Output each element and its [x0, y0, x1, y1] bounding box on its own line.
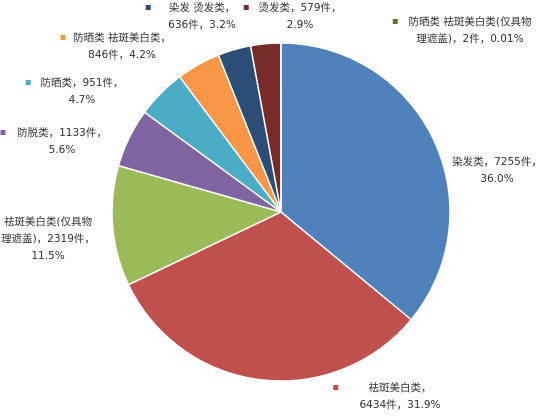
data-label: 防晒类，951件， [40, 76, 123, 89]
pie-slice [111, 164, 284, 286]
data-label: 5.6% [49, 144, 76, 156]
label-marker [145, 5, 151, 10]
data-label: 2.9% [287, 19, 314, 31]
label-marker [333, 385, 339, 390]
label-marker [60, 35, 66, 40]
data-label: 祛斑美白类(仅具物 [4, 215, 92, 228]
data-label: 4.7% [69, 94, 96, 106]
data-label: 36.0% [480, 173, 513, 185]
data-label: 6434件，31.9% [359, 399, 440, 411]
data-label: 11.5% [31, 250, 64, 262]
pie-slice [280, 42, 451, 321]
data-label: 理遮盖)，2件，0.01% [416, 32, 523, 45]
label-marker [392, 19, 398, 24]
pie-slice [127, 211, 413, 382]
label-marker [435, 159, 441, 164]
data-label: 防晒类 祛斑美白类(仅具物 [409, 15, 532, 28]
data-label: 846件，4.2% [88, 49, 156, 61]
data-label: 理遮盖)，2319件， [1, 232, 95, 245]
data-label: 祛斑美白类， [369, 381, 432, 394]
label-marker [0, 130, 6, 135]
data-label: 防晒类 祛斑美白类， [73, 31, 171, 44]
label-marker [243, 5, 249, 10]
data-label: 636件，3.2% [168, 19, 236, 31]
data-label: 染发类，7255件， [452, 155, 542, 168]
data-label: 防脱类，1133件， [17, 126, 107, 139]
label-marker [25, 80, 31, 85]
data-label: 烫发类，579件， [258, 1, 341, 14]
data-label: 染发 烫发类， [169, 1, 235, 14]
